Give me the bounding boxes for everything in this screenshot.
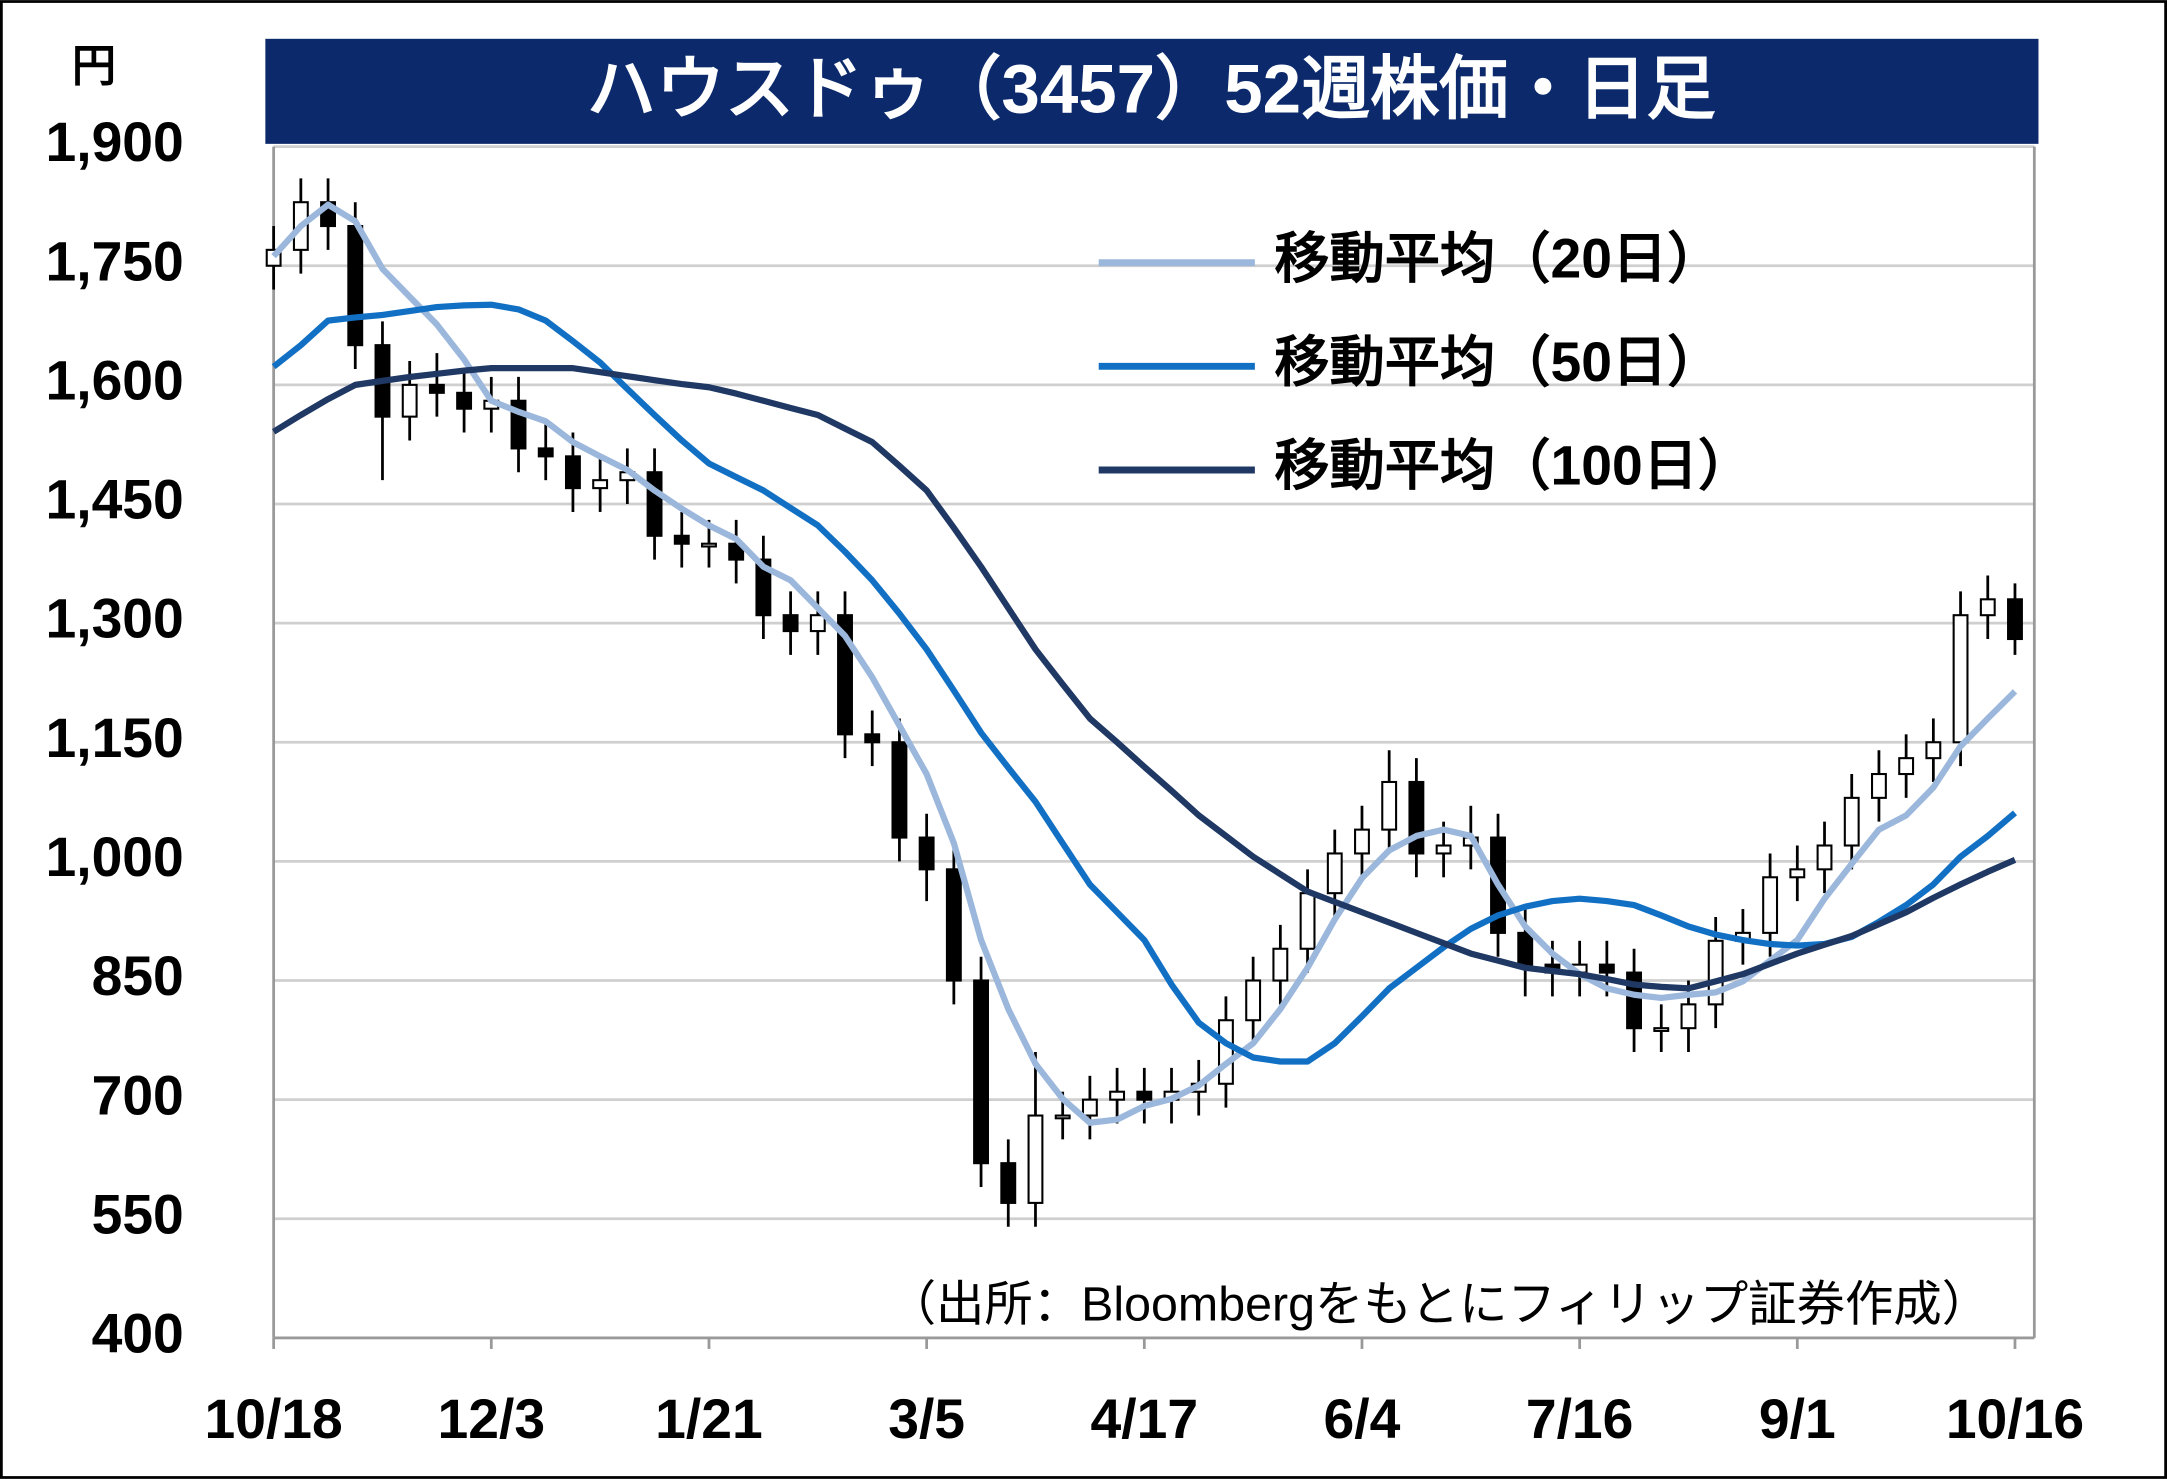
y-tick-label: 1,150 [45, 707, 183, 769]
candle-body [1326, 852, 1343, 895]
x-tick-label: 10/18 [204, 1388, 342, 1450]
candle-body [1381, 780, 1398, 831]
candle-body [1272, 947, 1289, 982]
x-tick-label: 1/21 [655, 1388, 763, 1450]
candle-body [1435, 844, 1452, 855]
candle-body [1789, 868, 1806, 879]
candle-body [1027, 1114, 1044, 1204]
candle-body [428, 383, 445, 394]
y-tick-label: 400 [92, 1303, 184, 1365]
legend-label: 移動平均（50日） [1274, 331, 1722, 393]
candle-body [347, 224, 364, 347]
candle-body [456, 391, 473, 410]
legend-label: 移動平均（100日） [1274, 435, 1753, 497]
y-tick-label: 1,600 [45, 349, 183, 411]
candle-body [1081, 1098, 1098, 1117]
candle-body [1979, 598, 1996, 617]
candle-body [592, 479, 609, 490]
y-tick-label: 1,300 [45, 588, 183, 650]
candle-body [1653, 1027, 1670, 1032]
candle-body [755, 558, 772, 617]
candle-body [1299, 892, 1316, 950]
candle-body [1898, 757, 1915, 776]
x-tick-label: 10/16 [1946, 1388, 2084, 1450]
plot-area: 1,900 1,750 1,600 1,450 1,300 1,150 1,000 850 70… [45, 111, 2084, 1450]
candle-body [1816, 844, 1833, 871]
candle-body [728, 542, 745, 561]
candle-body [1245, 979, 1262, 1022]
candle-body [1109, 1090, 1126, 1101]
candle-body [945, 868, 962, 982]
candle-body [1054, 1114, 1071, 1120]
candle-body [1952, 614, 1969, 744]
y-tick-label: 700 [92, 1064, 184, 1126]
candle-body [1762, 876, 1779, 934]
candle-body [1408, 780, 1425, 855]
candle-body [1517, 931, 1534, 966]
title-banner [265, 38, 2039, 144]
candle-body [564, 455, 581, 490]
candle-body [2007, 598, 2023, 641]
ma-line [271, 201, 2018, 1126]
candle-body [401, 383, 418, 418]
candle-body [1354, 828, 1370, 855]
chart-title: ハウスドゥ（3457）52週株価・日足 [587, 49, 1716, 127]
candle-body [1136, 1090, 1153, 1101]
candle-body [891, 741, 908, 839]
y-tick-label: 1,450 [45, 469, 183, 531]
x-tick-label: 12/3 [438, 1388, 546, 1450]
x-tick-label: 9/1 [1759, 1388, 1836, 1450]
candle-body [1870, 772, 1887, 799]
candle-body [1217, 1019, 1234, 1085]
candle-body [1843, 796, 1860, 847]
x-tick-label: 6/4 [1324, 1388, 1401, 1450]
x-tick-label: 4/17 [1091, 1388, 1199, 1450]
candle-body [782, 614, 799, 633]
candle-body [673, 534, 690, 545]
y-tick-label: 1,750 [45, 230, 183, 292]
y-tick-label: 550 [92, 1183, 184, 1245]
candle-body [973, 979, 990, 1165]
candle-body [809, 614, 826, 633]
x-tick-label: 7/16 [1526, 1388, 1634, 1450]
candle-body [918, 836, 935, 871]
candle-body [864, 733, 881, 744]
candle-body [1925, 741, 1942, 760]
y-tick-label: 1,900 [45, 111, 183, 173]
legend-label: 移動平均（20日） [1274, 227, 1722, 289]
candle-body [1000, 1162, 1017, 1204]
candle-body [701, 542, 717, 548]
candle-body [537, 447, 554, 458]
candle-body [1598, 963, 1615, 974]
annotation: （出所：Bloombergをもとにフィリップ証券作成） [888, 1277, 1990, 1331]
y-tick-label: 850 [92, 945, 184, 1007]
y-axis-unit: 円 [72, 42, 116, 91]
candle-body [1680, 1003, 1697, 1030]
candle-body [646, 471, 663, 537]
ma-line [272, 365, 2017, 992]
ma-line [271, 301, 2017, 1065]
x-tick-label: 3/5 [888, 1388, 965, 1450]
y-tick-label: 1,000 [45, 826, 183, 888]
